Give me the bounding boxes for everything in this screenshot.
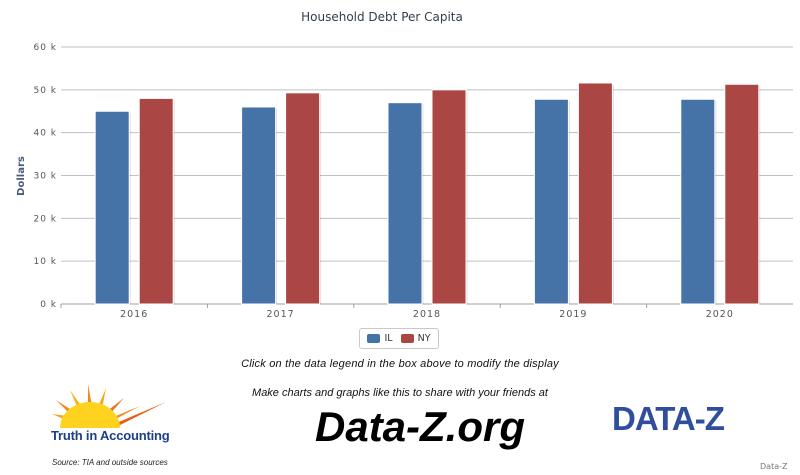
legend: IL NY <box>359 328 439 349</box>
x-tick-label: 2017 <box>267 309 295 320</box>
y-tick-labels: 0 k 10 k 20 k 30 k 40 k 50 k 60 k <box>33 43 57 310</box>
y-axis-label: Dollars <box>16 156 27 196</box>
legend-item-ny[interactable]: NY <box>400 333 431 344</box>
x-tick-label: 2020 <box>706 309 734 320</box>
truth-in-accounting-logo <box>52 384 166 428</box>
y-tick-label: 10 k <box>33 257 57 267</box>
y-tick-label: 40 k <box>33 129 57 139</box>
bar-il-2019[interactable] <box>533 98 569 305</box>
bars <box>94 82 761 305</box>
bar-ny-2018[interactable] <box>431 89 467 305</box>
bar-il-2020[interactable] <box>680 98 716 305</box>
bar-ny-2020[interactable] <box>724 83 760 305</box>
y-tick-label: 20 k <box>33 214 57 224</box>
legend-label-ny: NY <box>417 333 431 344</box>
x-tick-labels: 2016 2017 2018 2019 2020 <box>60 304 734 320</box>
y-tick-label: 0 k <box>40 300 57 310</box>
legend-swatch-il <box>367 334 381 343</box>
tia-logo-text: Truth in Accounting <box>51 428 170 443</box>
chart-title: Household Debt Per Capita <box>301 10 463 24</box>
bar-il-2018[interactable] <box>387 102 423 305</box>
y-tick-label: 50 k <box>33 86 57 96</box>
data-z-logo: DATA-Z <box>612 400 726 434</box>
legend-item-il[interactable]: IL <box>367 333 393 344</box>
x-tick-label: 2019 <box>559 309 587 320</box>
y-tick-label: 30 k <box>33 172 57 182</box>
sun-icon <box>60 402 120 428</box>
credit-note: Data-Z <box>760 462 788 471</box>
bar-ny-2017[interactable] <box>285 92 321 305</box>
promo-text: Make charts and graphs like this to shar… <box>252 387 548 399</box>
x-tick-label: 2016 <box>120 309 148 320</box>
legend-hint-text: Click on the data legend in the box abov… <box>241 358 559 370</box>
bar-il-2016[interactable] <box>94 110 130 305</box>
source-note: Source: TIA and outside sources <box>52 458 168 467</box>
bar-ny-2016[interactable] <box>138 97 174 305</box>
site-link[interactable]: Data-Z.org <box>315 403 525 450</box>
bar-il-2017[interactable] <box>241 106 277 305</box>
y-tick-label: 60 k <box>33 43 57 53</box>
bar-ny-2019[interactable] <box>577 82 613 305</box>
legend-label-il: IL <box>384 333 393 344</box>
bar-chart: Household Debt Per Capita Dollars 0 k 10 … <box>16 10 793 320</box>
x-tick-label: 2018 <box>413 309 441 320</box>
grid-lines <box>61 46 793 305</box>
legend-swatch-ny <box>400 334 414 343</box>
data-z-logo-text: DATA-Z <box>612 400 725 434</box>
